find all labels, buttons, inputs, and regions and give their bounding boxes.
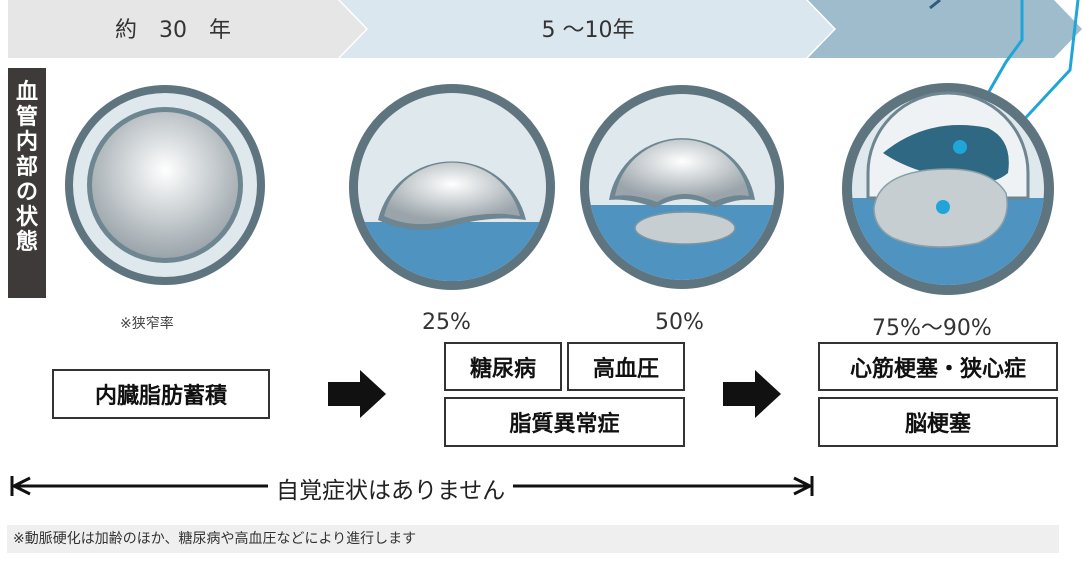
progression-arrow-1 [328, 370, 386, 418]
stenosis-25: 25% [422, 310, 471, 335]
box-mi-angina: 心筋梗塞・狭心症 [818, 342, 1058, 391]
side-char: 部 [15, 155, 38, 180]
box-hypertension: 高血圧 [567, 342, 685, 391]
stenosis-50: 50% [655, 310, 704, 335]
vessel-healthy [65, 85, 265, 285]
side-char: 管 [15, 105, 38, 130]
footnote: ※動脈硬化は加齢のほか、糖尿病や高血圧などにより進行します [7, 525, 1059, 553]
vessel-25-percent [349, 84, 555, 290]
stage-1-duration: 約 30 年 [115, 18, 231, 43]
vessel-50-percent [580, 85, 784, 289]
chevron-shape [340, 0, 834, 58]
chevron-shape [8, 0, 366, 58]
side-char: 状 [15, 205, 38, 230]
side-char: 内 [15, 130, 38, 155]
progression-arrow-2 [723, 370, 781, 418]
stage-2-duration: 5 〜10年 [541, 18, 635, 43]
chevron-shape [808, 0, 1082, 58]
stenosis-rate-note: ※狭窄率 [120, 316, 174, 332]
no-symptoms-label: 自覚症状はありません [268, 471, 514, 505]
box-dyslipidemia: 脂質異常症 [444, 397, 685, 447]
box-diabetes: 糖尿病 [444, 342, 562, 391]
vessel-interior-label: 血 管 内 部 の 状 態 [8, 68, 46, 298]
chevron-stage-2: 5 〜10年 [340, 0, 840, 58]
chevron-stage-1: 約 30 年 [8, 0, 368, 58]
stenosis-75-90: 75%〜90% [872, 316, 992, 341]
side-char: の [15, 180, 38, 205]
box-visceral-fat: 内臓脂肪蓄積 [52, 369, 270, 419]
side-char: 血 [15, 80, 38, 105]
chevron-stage-3 [808, 0, 1083, 58]
box-stroke: 脳梗塞 [818, 397, 1058, 447]
vessel-75-90-percent [842, 83, 1054, 295]
side-char: 態 [15, 230, 38, 255]
